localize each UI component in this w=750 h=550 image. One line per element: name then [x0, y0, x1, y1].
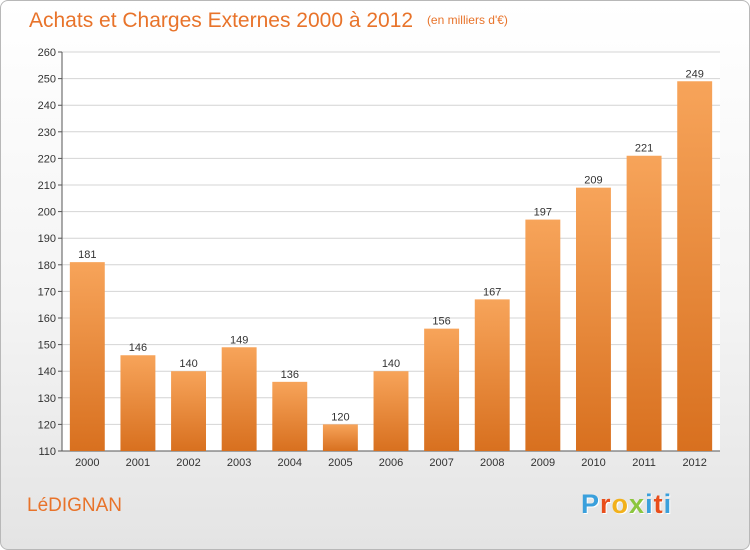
- bar: [525, 219, 561, 451]
- bar: [373, 371, 409, 451]
- x-tick-label: 2003: [227, 457, 251, 469]
- logo-letter: P: [581, 489, 601, 519]
- y-tick-label: 140: [38, 366, 56, 378]
- logo-letter: x: [629, 489, 646, 519]
- data-label: 221: [635, 143, 653, 155]
- chart-title-text: Achats et Charges Externes 2000 à 2012: [29, 9, 414, 32]
- x-tick-label: 2001: [126, 457, 150, 469]
- bar: [575, 187, 611, 451]
- data-label: 146: [129, 342, 147, 354]
- data-label: 120: [331, 411, 349, 423]
- y-tick-label: 200: [38, 207, 56, 219]
- data-label: 209: [584, 175, 602, 187]
- y-tick-label: 260: [38, 47, 56, 59]
- data-label: 140: [179, 358, 197, 370]
- bar: [424, 328, 460, 451]
- y-tick-label: 150: [38, 340, 56, 352]
- bar: [120, 355, 156, 451]
- x-tick-label: 2004: [278, 457, 302, 469]
- y-tick-label: 230: [38, 127, 56, 139]
- data-label: 136: [281, 369, 299, 381]
- y-tick-label: 250: [38, 74, 56, 86]
- bar: [221, 347, 257, 451]
- bar: [474, 299, 510, 451]
- chart-title: Achats et Charges Externes 2000 à 2012 (…: [29, 9, 508, 33]
- logo-letter: i: [645, 489, 654, 519]
- y-tick-label: 190: [38, 233, 56, 245]
- data-label: 140: [382, 358, 400, 370]
- x-tick-label: 2005: [328, 457, 352, 469]
- y-tick-label: 120: [38, 419, 56, 431]
- y-tick-label: 220: [38, 153, 56, 165]
- x-tick-label: 2009: [531, 457, 555, 469]
- y-tick-label: 210: [38, 180, 56, 192]
- logo-letter: i: [663, 489, 673, 519]
- commune-name: LéDIGNAN: [27, 495, 123, 516]
- y-tick-label: 240: [38, 100, 56, 112]
- x-tick-label: 2011: [632, 457, 656, 469]
- x-tick-label: 2010: [581, 457, 605, 469]
- proxiti-logo: Proxiti: [581, 489, 672, 520]
- chart-subtitle: (en milliers d'€): [426, 13, 508, 27]
- x-tick-label: 2000: [75, 457, 99, 469]
- bar: [272, 381, 308, 451]
- x-tick-label: 2006: [379, 457, 403, 469]
- data-label: 249: [686, 68, 704, 80]
- logo-letter: o: [611, 489, 630, 519]
- y-tick-label: 170: [38, 286, 56, 298]
- x-tick-label: 2012: [682, 457, 706, 469]
- logo-letter: t: [653, 489, 664, 519]
- y-tick-label: 110: [38, 446, 56, 458]
- x-tick-label: 2008: [480, 457, 504, 469]
- y-tick-label: 130: [38, 393, 56, 405]
- bar: [322, 424, 358, 451]
- bar: [626, 155, 662, 452]
- y-tick-label: 160: [38, 313, 56, 325]
- bar: [171, 371, 207, 451]
- data-label: 167: [483, 286, 501, 298]
- data-label: 197: [534, 207, 552, 219]
- x-tick-label: 2007: [429, 457, 453, 469]
- x-tick-label: 2002: [176, 457, 200, 469]
- data-label: 181: [78, 249, 96, 261]
- y-tick-label: 180: [38, 260, 56, 272]
- bar: [69, 262, 105, 451]
- logo-letter: r: [600, 489, 612, 519]
- data-label: 149: [230, 334, 248, 346]
- bar: [677, 81, 713, 451]
- data-label: 156: [432, 316, 450, 328]
